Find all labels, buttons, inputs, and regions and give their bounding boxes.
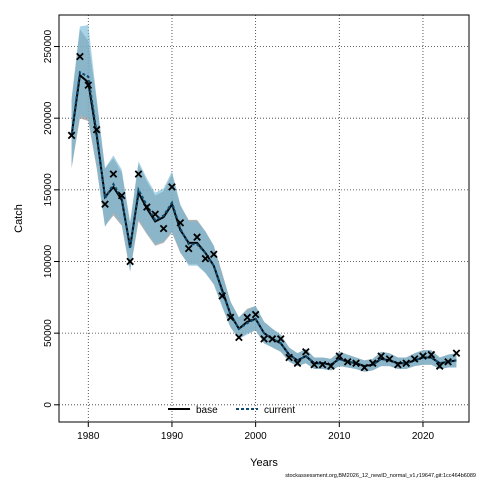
plot-frame [58,14,470,423]
observed-point [143,203,151,211]
observed-point [235,333,243,342]
observed-point [310,360,319,369]
current-confidence-band [71,25,457,372]
observed-point [84,81,93,90]
x-axis-title: Years [250,457,278,469]
observed-point [243,313,252,322]
observed-points [67,52,461,372]
observed-point [101,200,109,209]
observed-point [218,292,226,300]
observed-point [402,359,411,368]
legend: base current [168,405,295,416]
observed-point [176,218,185,227]
observed-point [419,352,427,360]
observed-point [126,257,134,266]
observed-point [76,52,84,61]
observed-point [268,335,277,343]
observed-point [352,359,360,368]
observed-point [193,233,201,241]
observed-point [209,250,218,259]
observed-point [151,210,160,219]
observed-point [302,347,310,356]
observed-point [385,355,394,363]
observed-point [201,254,210,263]
legend-base-label: base [196,405,218,416]
y-tick-label: 0 [43,402,54,408]
y-tick-label: 200000 [43,101,54,135]
observed-point [285,353,293,362]
observed-point [444,357,452,366]
observed-point [251,310,260,319]
observed-point [260,335,268,343]
current-fit-line [70,70,457,368]
observed-point [368,359,377,368]
observed-point [184,244,193,253]
observed-point [377,352,385,360]
observed-point [293,359,302,368]
observed-point [335,352,344,360]
x-tick-label: 2010 [328,431,351,442]
observed-point [92,125,101,134]
observed-point [318,360,327,369]
x-axis: 1980 1990 2000 2010 2020 [77,422,435,442]
observed-point [109,170,118,178]
y-tick-label: 50000 [43,319,54,347]
observed-point [117,191,126,200]
observed-point [360,363,369,372]
legend-current-label: current [264,405,295,416]
y-axis-title: Catch [13,204,25,233]
observed-point [67,131,76,140]
observed-point [226,313,235,322]
observed-point [134,170,143,178]
observed-point [159,224,168,233]
y-tick-label: 250000 [43,29,54,63]
footnote: stockassessment.org,BM2026_12_newID_norm… [285,473,476,479]
observed-point [343,357,352,366]
observed-point [452,349,461,358]
y-axis: 0 50000 100000 150000 200000 250000 [43,29,59,408]
x-tick-label: 2020 [412,431,435,442]
confidence-bands [71,25,457,372]
x-tick-label: 1990 [161,431,184,442]
x-tick-label: 1980 [77,431,100,442]
y-tick-label: 150000 [43,173,54,207]
observed-point [427,350,436,359]
observed-point [327,362,335,370]
observed-point [435,362,444,370]
observed-point [410,355,419,363]
x-tick-label: 2000 [245,431,268,442]
observed-point [394,360,402,369]
observed-point [276,335,285,343]
y-tick-label: 100000 [43,244,54,278]
observed-point [168,183,176,191]
